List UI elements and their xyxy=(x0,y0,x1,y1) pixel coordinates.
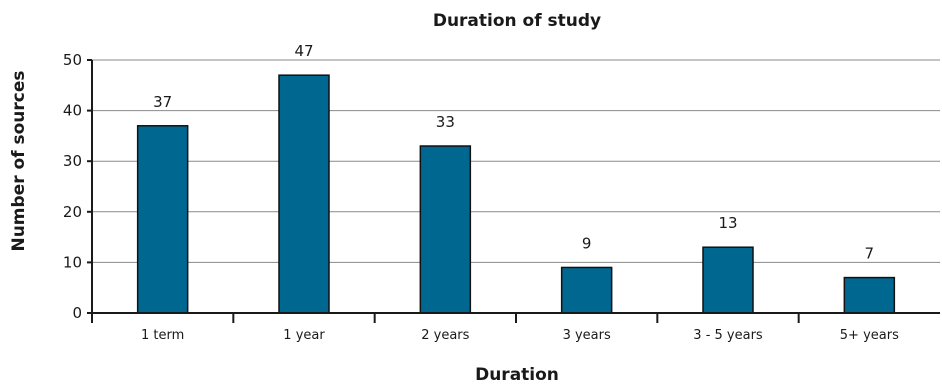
axes: 0 10 20 30 40 50 1 term 1 year 2 years 3 years 3 -… xyxy=(63,51,940,343)
bar xyxy=(560,266,613,314)
x-tick-label: 3 - 5 years xyxy=(693,328,763,343)
y-axis-title: Number of sources xyxy=(9,70,29,251)
y-tick-label: 40 xyxy=(63,102,82,120)
chart-title: Duration of study xyxy=(433,11,601,31)
x-tick-label: 3 years xyxy=(563,328,611,343)
bars xyxy=(136,74,896,314)
data-labels: 37 47 33 9 13 7 xyxy=(153,42,874,262)
data-label: 37 xyxy=(153,93,172,111)
y-tick-label: 0 xyxy=(72,304,82,322)
data-label: 9 xyxy=(582,234,592,252)
x-tick-label: 2 years xyxy=(421,328,469,343)
data-label: 47 xyxy=(294,42,313,60)
bar xyxy=(702,246,754,314)
bar xyxy=(136,125,189,314)
y-tick-label: 10 xyxy=(63,253,82,271)
data-label: 33 xyxy=(436,113,455,131)
x-tick-label: 1 year xyxy=(283,328,325,343)
y-tick-label: 20 xyxy=(63,203,82,221)
y-tick-label: 30 xyxy=(63,152,82,170)
data-label: 13 xyxy=(718,214,737,232)
bar xyxy=(843,276,896,314)
bar xyxy=(278,74,330,314)
x-tick-label: 1 term xyxy=(141,328,184,343)
x-tick-label: 5+ years xyxy=(840,328,899,343)
gridlines xyxy=(92,59,940,263)
bar xyxy=(419,145,472,314)
data-label: 7 xyxy=(865,245,875,263)
x-axis-title: Duration xyxy=(475,365,559,385)
y-tick-label: 50 xyxy=(63,51,82,69)
